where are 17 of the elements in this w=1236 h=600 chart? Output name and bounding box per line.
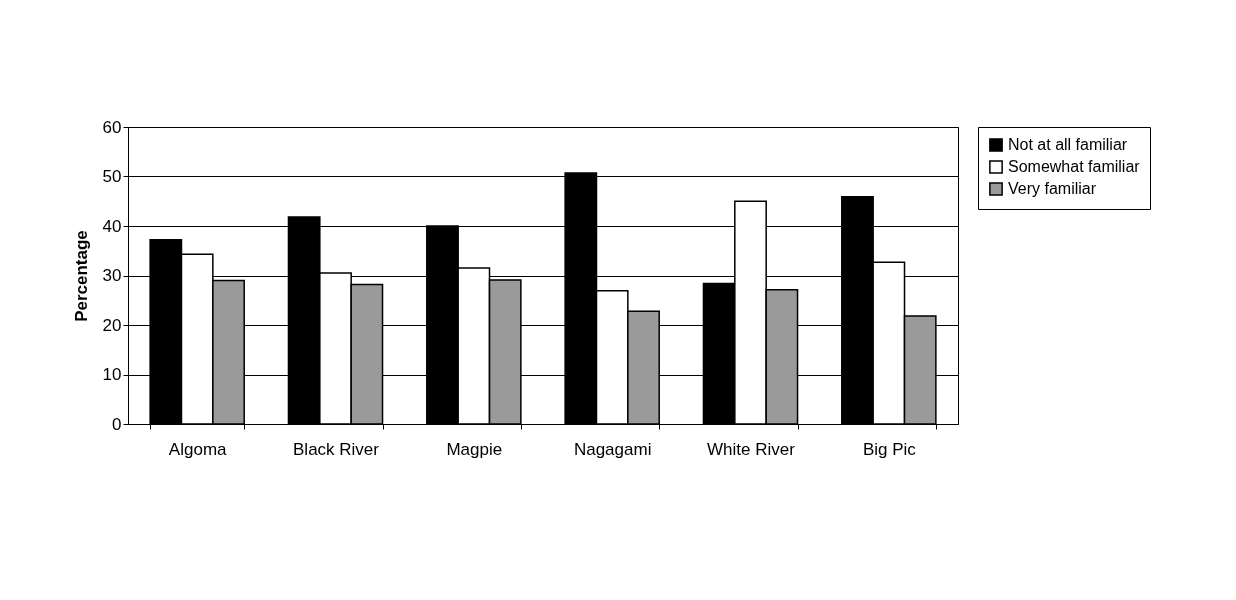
y-tick-label: 30 <box>102 266 122 285</box>
x-tick-label: Algoma <box>168 439 228 459</box>
y-tick-label: 40 <box>102 216 122 236</box>
x-tick-label: Magpie <box>446 439 503 459</box>
legend-label: Very familiar <box>1008 180 1097 197</box>
x-tick-label: Big Pic <box>862 439 917 459</box>
legend-label: Not at all familiar <box>1008 136 1128 153</box>
y-tick-label: 60 <box>102 117 122 137</box>
y-tick-label: 50 <box>102 167 122 186</box>
y-axis-title: Percentage <box>71 230 91 322</box>
y-tick-label: 10 <box>102 365 122 384</box>
x-tick-label: White River <box>707 439 796 459</box>
y-tick-label: 20 <box>102 315 122 335</box>
y-tick-label: 0 <box>112 414 122 434</box>
x-tick-label: Black River <box>293 439 380 459</box>
legend-label: Somewhat familiar <box>1008 158 1141 175</box>
x-tick-label: Nagagami <box>573 439 652 459</box>
